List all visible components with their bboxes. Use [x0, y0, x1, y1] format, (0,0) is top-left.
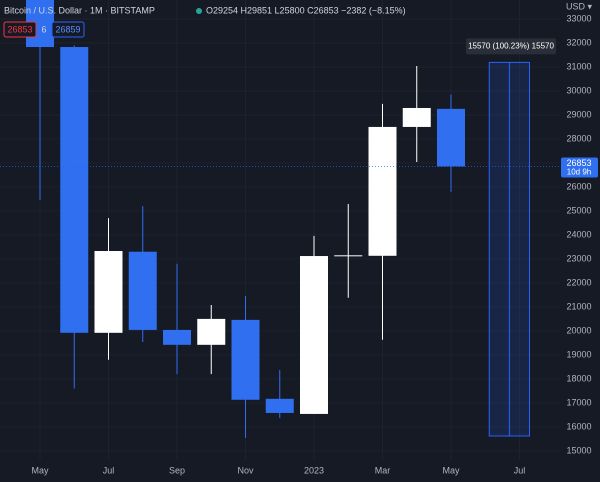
buy-button[interactable]	[51, 21, 85, 38]
y-tick-label: 16000	[566, 421, 591, 431]
candle-body	[60, 47, 89, 333]
x-tick-label: May	[31, 465, 49, 475]
y-tick-label: 28000	[566, 133, 591, 143]
countdown-label: 10d 9h	[567, 168, 591, 177]
candle-body	[437, 108, 465, 167]
grid	[0, 0, 560, 460]
candle-body	[128, 251, 157, 330]
y-tick-label: 29000	[566, 109, 591, 119]
y-tick-label: 15000	[566, 445, 591, 455]
y-tick-label: 20000	[566, 325, 591, 335]
overlay: 15000 16000 17000 18000 19000 20000 21000 22000…	[31, 13, 598, 475]
y-tick-label: 25000	[566, 205, 591, 215]
quantity[interactable]: 6	[41, 24, 46, 34]
measure-label: 15570 (100.23%) 15570	[468, 41, 554, 50]
measure-label-box	[466, 38, 556, 55]
y-tick-label: 26000	[566, 181, 591, 191]
y-tick-label: 18000	[566, 373, 591, 383]
candle-body	[231, 319, 260, 400]
x-tick-label: Sep	[169, 465, 185, 475]
candle-body	[368, 126, 397, 256]
y-tick-label: 17000	[566, 397, 591, 407]
candle-body	[265, 398, 294, 413]
x-tick-label: Jul	[103, 465, 115, 475]
candle-body	[197, 318, 226, 345]
candle-body	[163, 329, 191, 345]
candle-body	[402, 107, 431, 127]
y-tick-label: 21000	[566, 301, 591, 311]
sell-button[interactable]	[3, 21, 37, 38]
sell-price[interactable]: 26853	[7, 24, 32, 34]
x-tick-label: Mar	[375, 465, 391, 475]
chart-title: Bitcoin / U.S. Dollar · 1M · BITSTAMP	[4, 5, 155, 15]
last-price-tag	[561, 157, 598, 178]
candle-body	[300, 256, 328, 414]
ohlc-text: O29254 H29851 L25800 C26853 −2382 (−8.15…	[206, 5, 406, 15]
x-tick-label: Nov	[237, 465, 254, 475]
y-tick-label: 33000	[566, 13, 591, 23]
y-tick-label: 32000	[566, 37, 591, 47]
x-tick-label: 2023	[304, 465, 324, 475]
buy-price[interactable]: 26859	[55, 24, 80, 34]
currency-selector[interactable]: USD ▾	[566, 1, 593, 11]
plot	[0, 0, 560, 438]
x-tick-label: May	[442, 465, 460, 475]
candle-body	[94, 250, 123, 333]
y-tick-label: 30000	[566, 85, 591, 95]
last-price-label: 26853	[566, 158, 591, 168]
y-tick-label: 22000	[566, 277, 591, 287]
y-tick-label: 31000	[566, 61, 591, 71]
market-status	[196, 8, 202, 14]
candle-body	[334, 255, 363, 257]
y-tick-label: 19000	[566, 349, 591, 359]
y-tick-label: 23000	[566, 253, 591, 263]
y-tick-label: 24000	[566, 229, 591, 239]
x-tick-label: Jul	[514, 465, 526, 475]
